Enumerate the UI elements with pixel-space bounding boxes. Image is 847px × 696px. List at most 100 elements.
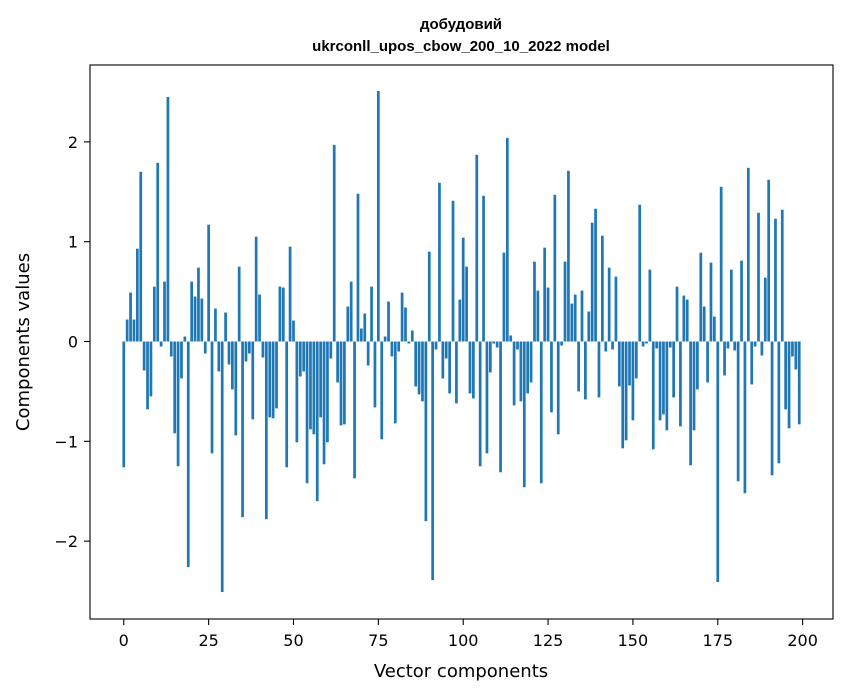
bar xyxy=(455,341,458,404)
bar xyxy=(332,144,336,342)
bar xyxy=(268,341,272,418)
bar xyxy=(298,341,302,377)
bar xyxy=(621,341,625,449)
bar xyxy=(550,341,553,413)
x-tick-label: 50 xyxy=(283,631,303,650)
bar xyxy=(509,335,513,342)
bar xyxy=(611,341,614,350)
bar xyxy=(512,341,516,406)
bar xyxy=(366,341,370,366)
bar xyxy=(797,341,801,425)
bar xyxy=(356,193,360,342)
bar xyxy=(183,336,187,342)
bar xyxy=(410,330,414,342)
bar xyxy=(400,292,404,342)
bar xyxy=(254,236,258,342)
bar xyxy=(427,251,431,342)
bar xyxy=(152,286,156,342)
bar xyxy=(322,341,326,465)
bar xyxy=(146,341,149,410)
bar xyxy=(662,341,665,415)
bar xyxy=(482,195,485,342)
bar xyxy=(492,341,496,344)
bar xyxy=(665,341,669,431)
bar xyxy=(434,341,438,350)
bar xyxy=(719,186,723,342)
y-tick-label: −1 xyxy=(54,432,78,451)
x-tick-label: 0 xyxy=(119,631,129,650)
bar xyxy=(248,341,251,354)
bar xyxy=(264,341,268,520)
bar xyxy=(709,262,713,342)
bar xyxy=(444,341,448,359)
bar xyxy=(526,341,530,394)
bar xyxy=(570,303,574,342)
bar xyxy=(590,222,594,342)
bar xyxy=(214,308,217,342)
bar xyxy=(451,200,455,342)
y-tick-label: −2 xyxy=(54,532,78,551)
bar xyxy=(231,341,234,390)
bar xyxy=(363,313,367,342)
bar xyxy=(604,341,608,352)
bar xyxy=(702,306,706,342)
bar xyxy=(706,341,709,383)
bar xyxy=(275,341,278,409)
bar xyxy=(679,341,682,427)
bar xyxy=(244,341,248,362)
bar xyxy=(173,341,177,434)
x-tick-label: 100 xyxy=(448,631,479,650)
x-tick-label: 25 xyxy=(198,631,218,650)
bar xyxy=(414,341,418,387)
bar xyxy=(601,235,604,342)
bar xyxy=(224,312,227,342)
bar xyxy=(227,341,231,365)
bar xyxy=(567,170,570,342)
plot-frame xyxy=(89,64,834,620)
bar xyxy=(475,154,479,342)
y-tick-label: 2 xyxy=(68,133,78,152)
bar xyxy=(404,307,407,342)
y-axis-label: Components values xyxy=(13,253,34,431)
bar xyxy=(716,341,720,583)
bar xyxy=(495,341,499,348)
bar xyxy=(135,248,139,342)
bar xyxy=(685,299,689,342)
bar xyxy=(502,252,506,342)
bar xyxy=(285,341,289,468)
bar xyxy=(713,316,716,342)
bar xyxy=(200,298,204,342)
bar xyxy=(393,341,397,424)
bar xyxy=(675,286,679,342)
bar xyxy=(125,319,129,342)
bar xyxy=(292,320,295,342)
bar xyxy=(251,341,255,420)
bar xyxy=(736,341,740,482)
bar xyxy=(278,286,282,342)
bar xyxy=(784,341,788,410)
bar xyxy=(234,341,238,436)
bar xyxy=(421,341,424,402)
bar xyxy=(682,295,686,342)
bar xyxy=(729,269,733,342)
bar xyxy=(767,179,771,342)
bar xyxy=(302,341,306,372)
bar xyxy=(163,281,166,342)
bar xyxy=(193,296,197,342)
bar xyxy=(655,341,659,349)
bar xyxy=(594,208,597,342)
bar xyxy=(197,267,200,342)
bar xyxy=(122,341,126,468)
bar xyxy=(753,341,757,347)
bar xyxy=(271,341,275,419)
bar xyxy=(207,224,210,342)
bar xyxy=(573,294,577,342)
bar xyxy=(142,341,146,371)
bar xyxy=(733,341,737,351)
bar xyxy=(353,341,356,479)
bar xyxy=(777,341,781,464)
bar xyxy=(519,341,523,402)
bar xyxy=(220,341,224,593)
bar xyxy=(651,341,655,450)
